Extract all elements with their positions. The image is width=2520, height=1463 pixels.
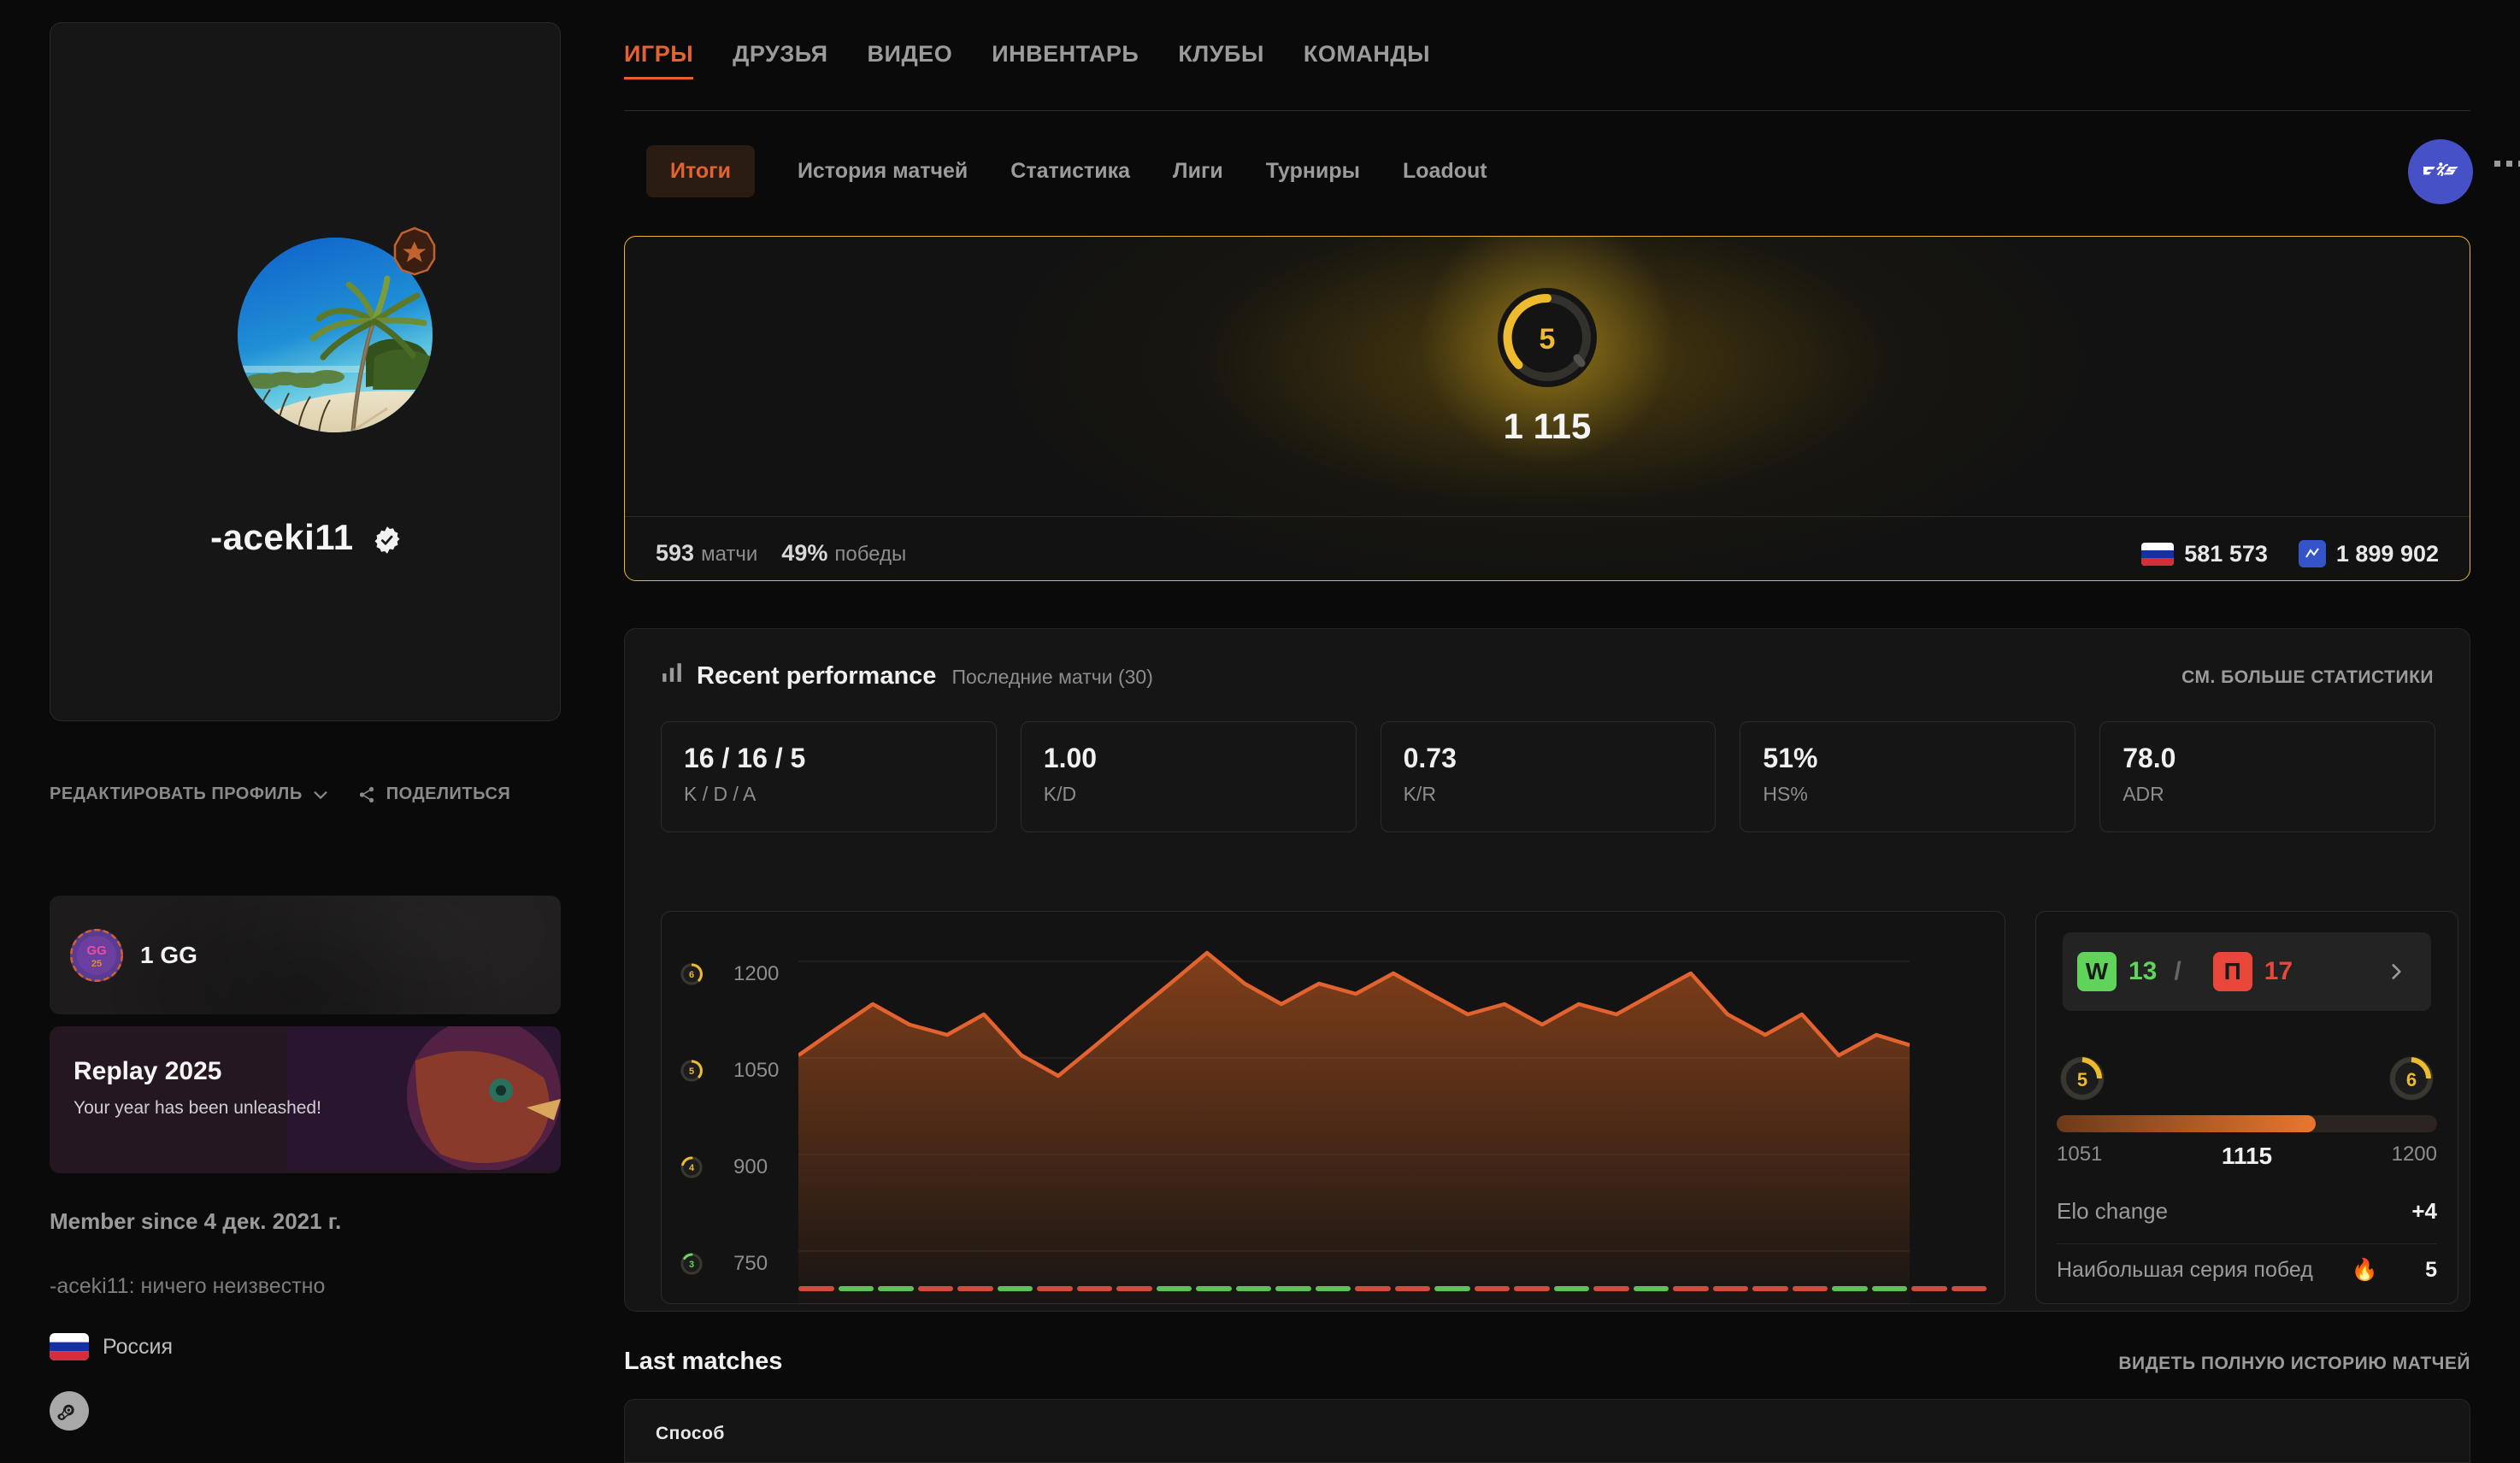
- svg-text:25: 25: [91, 959, 102, 969]
- svg-text:6: 6: [2406, 1069, 2417, 1090]
- svg-text:5: 5: [2077, 1069, 2087, 1090]
- svg-text:3: 3: [689, 1260, 694, 1270]
- svg-text:4: 4: [689, 1163, 695, 1173]
- svg-text:5: 5: [689, 1066, 694, 1077]
- svg-text:6: 6: [689, 970, 694, 980]
- svg-text:GG: GG: [86, 943, 106, 958]
- svg-text:5: 5: [1540, 323, 1556, 355]
